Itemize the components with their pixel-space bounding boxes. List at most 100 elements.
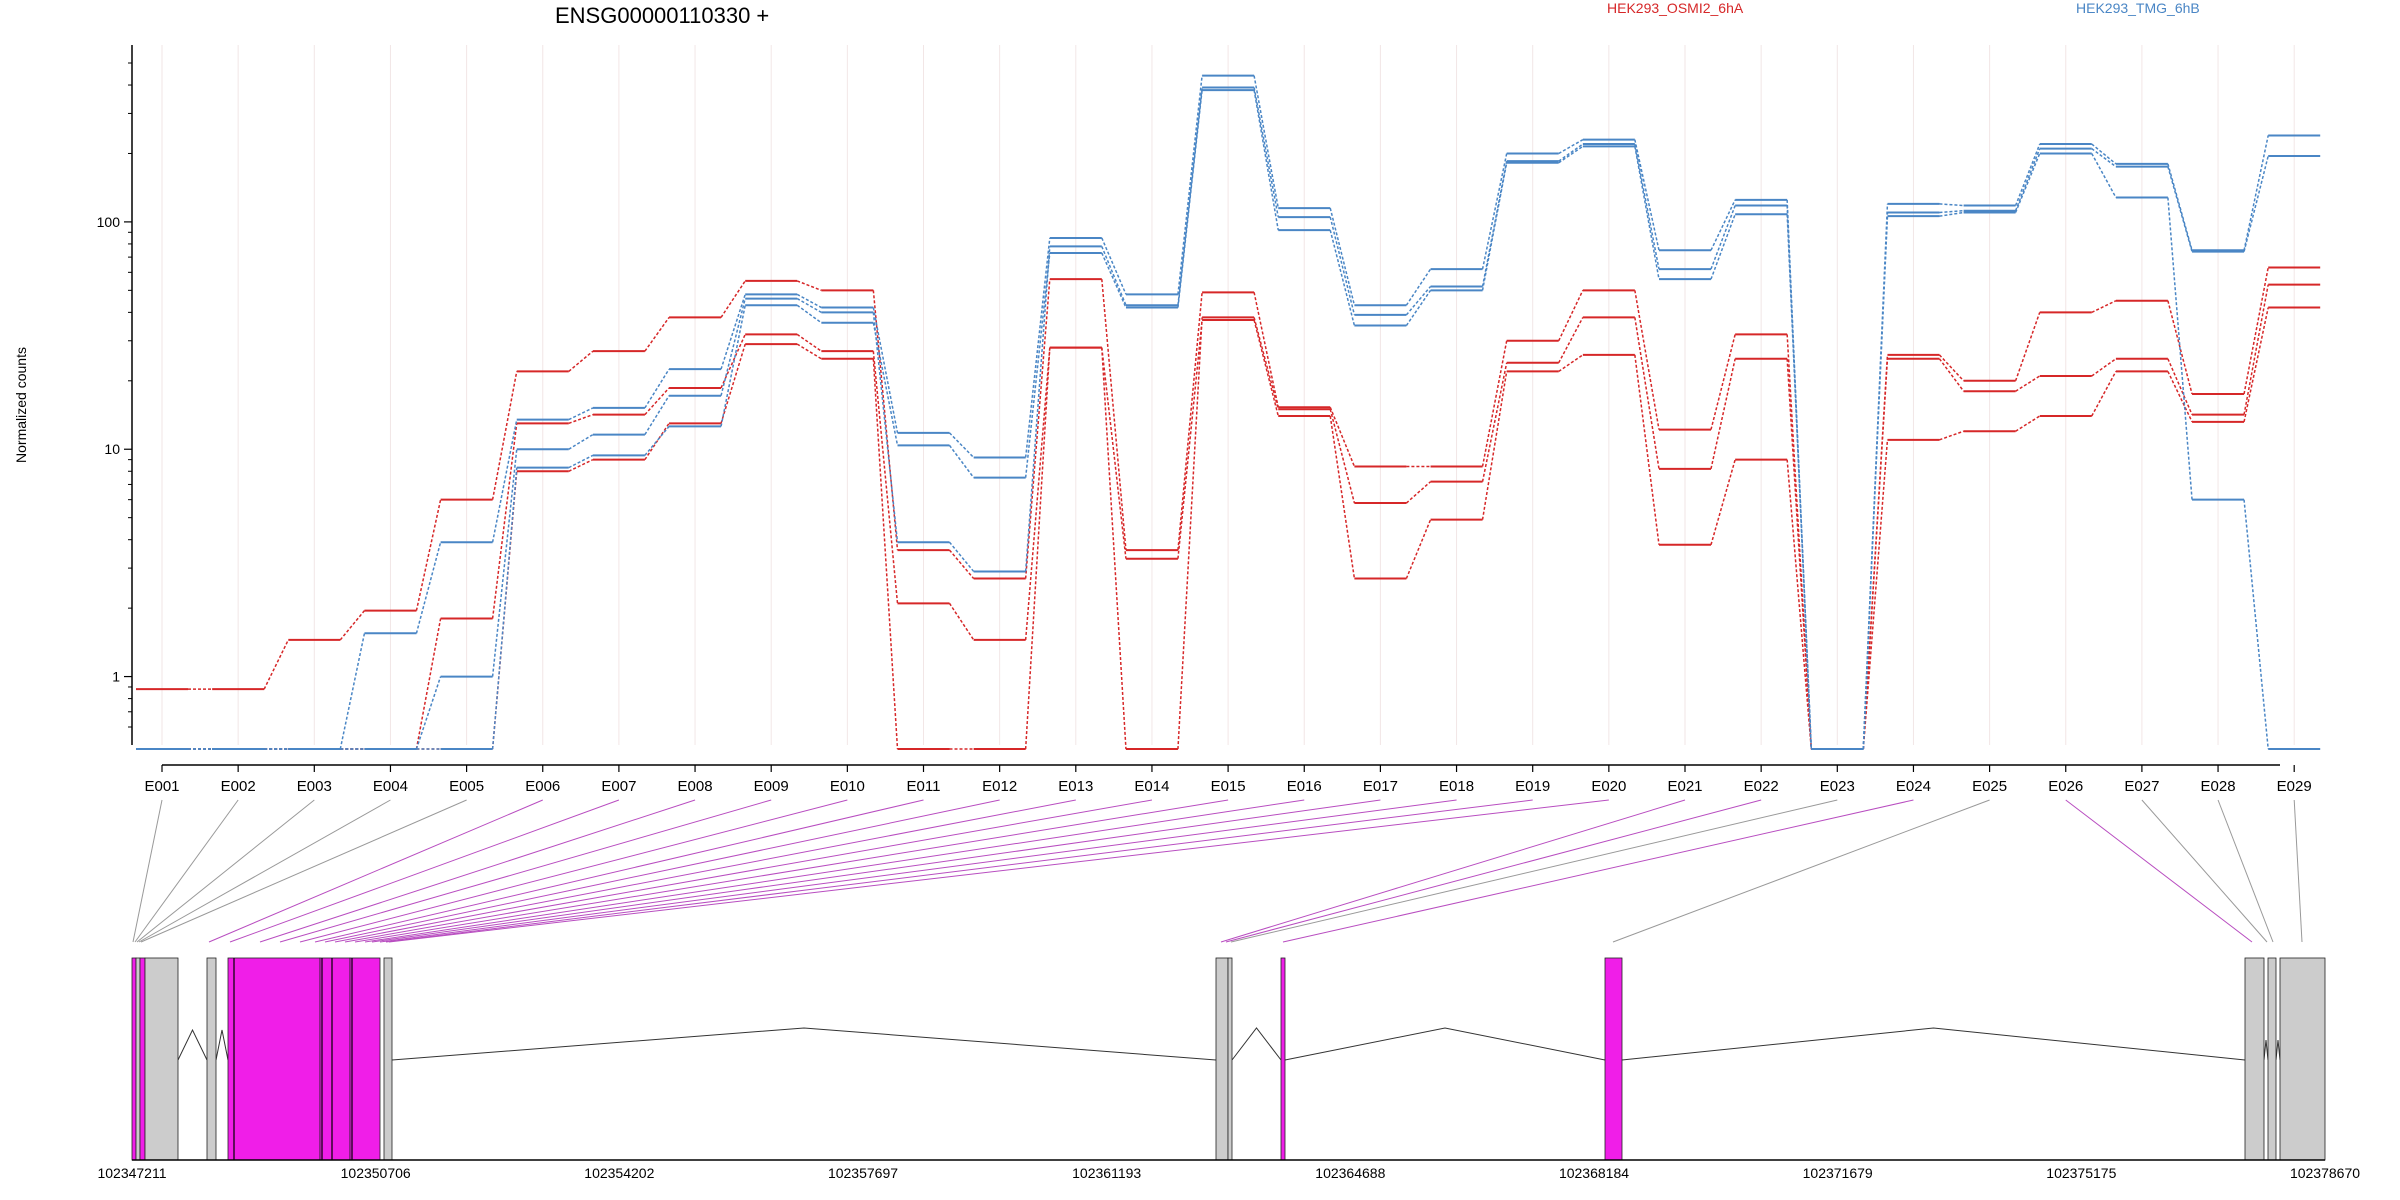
x-tick-label: E023: [1820, 778, 1855, 795]
series-transition: [2091, 358, 2117, 377]
x-tick-label: E025: [1972, 778, 2007, 795]
exon-connector: [1612, 799, 1990, 943]
series-transition: [415, 676, 442, 750]
series-transition: [1786, 358, 1813, 750]
series-transition: [568, 433, 594, 450]
series-transition: [339, 610, 366, 641]
series-transition: [872, 351, 899, 604]
series-transition: [263, 639, 289, 690]
coordinate-label: 102347211: [97, 1165, 166, 1181]
series-transition: [644, 368, 670, 409]
series-transition: [1253, 89, 1279, 231]
series-transition: [2243, 499, 2269, 750]
series-transition: [2091, 148, 2117, 168]
exon-connector: [132, 799, 163, 943]
series-transition: [1481, 371, 1508, 520]
series-transition: [1405, 289, 1432, 326]
series-transition: [1634, 143, 1660, 270]
series-transition: [1862, 439, 1889, 750]
exon-connector: [324, 799, 1000, 943]
genomic-coordinate-labels: 102347211 102350706 102354202 102357697 1023…: [97, 1165, 2360, 1181]
series-transition: [415, 499, 442, 611]
series-transition: [2091, 300, 2117, 314]
series-transition: [872, 322, 899, 446]
vertical-gridlines: [161, 45, 2295, 745]
series-transition: [1177, 87, 1203, 306]
series-transition: [644, 425, 670, 456]
y-tick-label: 1: [112, 669, 120, 685]
series-lines: [136, 74, 2321, 751]
series-transition: [1177, 75, 1203, 295]
series-transition: [1862, 216, 1889, 750]
series-transition: [1786, 459, 1813, 750]
x-tick-label: E015: [1211, 778, 1246, 795]
x-tick-label: E002: [221, 778, 256, 795]
x-tick-label: E026: [2048, 778, 2083, 795]
gene-model-exons: [131, 957, 2326, 1161]
x-tick-label: E012: [982, 778, 1017, 795]
exon-connector: [1230, 799, 1838, 943]
x-tick-label: E005: [449, 778, 484, 795]
series-transition: [644, 387, 670, 416]
series-transition: [1938, 358, 1965, 392]
coordinate-label: 102357697: [828, 1165, 898, 1181]
highlighted-exon: [319, 957, 351, 1161]
legend-tmg: HEK293_TMG_6hB: [2076, 0, 2200, 16]
highlighted-exon: [131, 957, 137, 1161]
exon-connector: [354, 799, 1229, 943]
x-tick-label: E006: [525, 778, 560, 795]
series-transition: [1710, 205, 1736, 270]
series-transition: [1710, 214, 1736, 280]
exon: [144, 957, 179, 1161]
coordinate-label: 102368184: [1559, 1165, 1629, 1181]
series-transition: [1329, 207, 1356, 306]
exon-connector: [2065, 799, 2253, 943]
series-transition: [720, 294, 746, 370]
exon-connector: [2293, 799, 2303, 943]
series-transition: [948, 602, 975, 641]
series-transition: [1710, 459, 1736, 545]
legend-osmi2: HEK293_OSMI2_6hA: [1607, 0, 1744, 16]
series-transition: [1101, 246, 1127, 306]
series-transition: [1329, 216, 1356, 316]
exon: [2279, 957, 2326, 1161]
series-transition: [491, 467, 518, 750]
series-transition: [1024, 252, 1051, 478]
exon-connector: [208, 799, 543, 943]
series-2: [136, 283, 2321, 751]
series-transition: [491, 371, 518, 500]
series-transition: [1481, 153, 1508, 270]
series-transition: [1253, 317, 1279, 410]
exon-connector: [379, 799, 1457, 943]
highlighted-exon: [227, 957, 321, 1161]
exon-connector: [388, 799, 1609, 943]
series-transition: [2014, 148, 2041, 211]
x-tick-label: E001: [144, 778, 179, 795]
series-transition: [1558, 145, 1584, 164]
series-transition: [339, 633, 366, 750]
exon-connector: [1220, 799, 1686, 943]
exon-connector: [385, 799, 1533, 943]
x-tick-label: E017: [1363, 778, 1398, 795]
series-transition: [568, 413, 594, 425]
x-tick-label: E021: [1667, 778, 1702, 795]
series-transition: [2167, 197, 2193, 500]
exon-connector: [140, 799, 467, 943]
series-transition: [1177, 317, 1203, 750]
series-transition: [948, 541, 975, 572]
series-transition: [1177, 292, 1203, 551]
series-transition: [1329, 229, 1356, 326]
exon-connector: [2141, 799, 2268, 943]
series-transition: [568, 407, 594, 421]
exon: [2267, 957, 2277, 1161]
series-transition: [2243, 155, 2269, 252]
exon-connector: [364, 799, 1305, 943]
series-transition: [720, 343, 746, 424]
series-transition: [568, 454, 594, 469]
series-transition: [491, 449, 518, 677]
exon-connector: [1282, 799, 1914, 943]
series-transition: [568, 458, 594, 472]
series-transition: [1634, 290, 1660, 430]
x-tick-label: E014: [1134, 778, 1169, 795]
intron: [391, 1027, 1217, 1061]
